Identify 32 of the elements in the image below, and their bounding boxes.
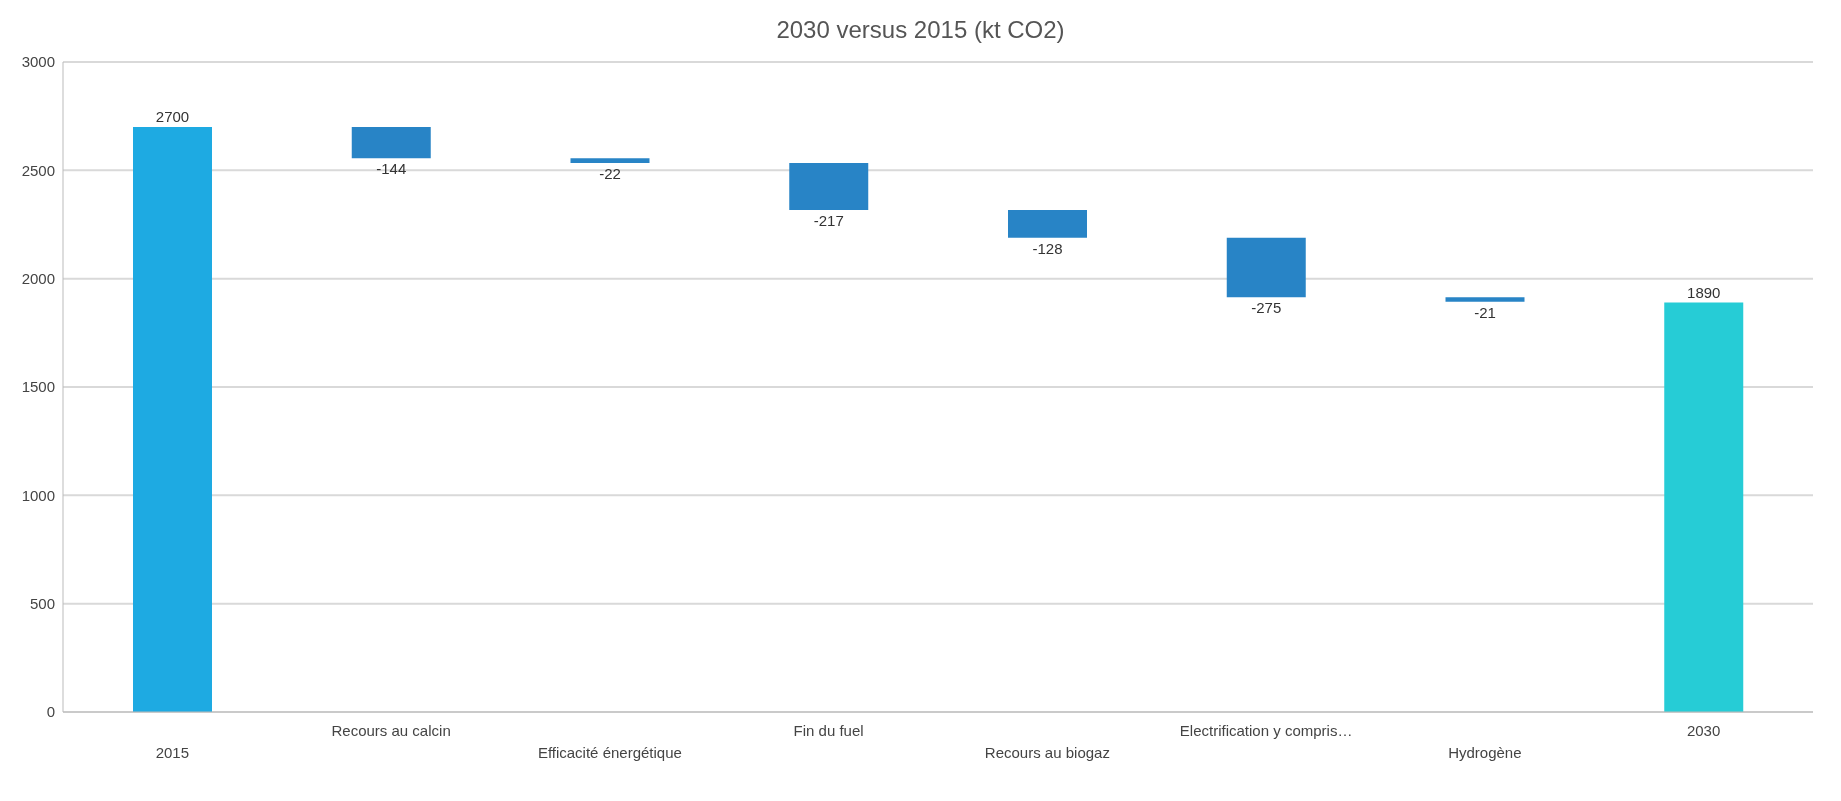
y-tick-label: 500 [29,594,55,612]
bar [789,162,869,210]
x-tick-label: Efficacité énergétique [537,744,682,761]
bar [1445,297,1525,302]
bar [570,158,650,163]
data-label: -21 [1474,303,1496,321]
x-tick-label: Recours au biogaz [984,744,1110,761]
bar [1226,237,1306,298]
data-label: -128 [1032,239,1063,257]
data-label: -275 [1251,299,1282,317]
data-label: 1890 [1687,283,1721,301]
y-tick-label: 2500 [21,161,55,179]
data-label: -217 [813,211,844,229]
x-tick-label: 2015 [155,744,190,761]
x-tick-label: Recours au calcin [331,722,451,739]
bar [1664,302,1744,712]
x-tick-label: 2030 [1686,722,1721,739]
data-label: -22 [599,164,621,182]
y-tick-label: 0 [46,703,55,721]
y-tick-label: 2000 [21,269,55,287]
data-label: -144 [376,160,407,178]
bar [1008,209,1087,238]
y-tick-label: 1000 [21,486,55,504]
x-tick-label: Electrification y compris… [1179,722,1353,739]
y-tick-label: 3000 [21,53,55,71]
data-label: 2700 [155,108,190,125]
x-tick-label: Fin du fuel [793,722,864,739]
y-tick-label: 1500 [21,378,55,396]
bar [351,127,431,159]
chart-title: 2030 versus 2015 (kt CO2) [775,15,1066,45]
bar [133,127,212,712]
x-tick-label: Hydrogène [1448,744,1522,761]
